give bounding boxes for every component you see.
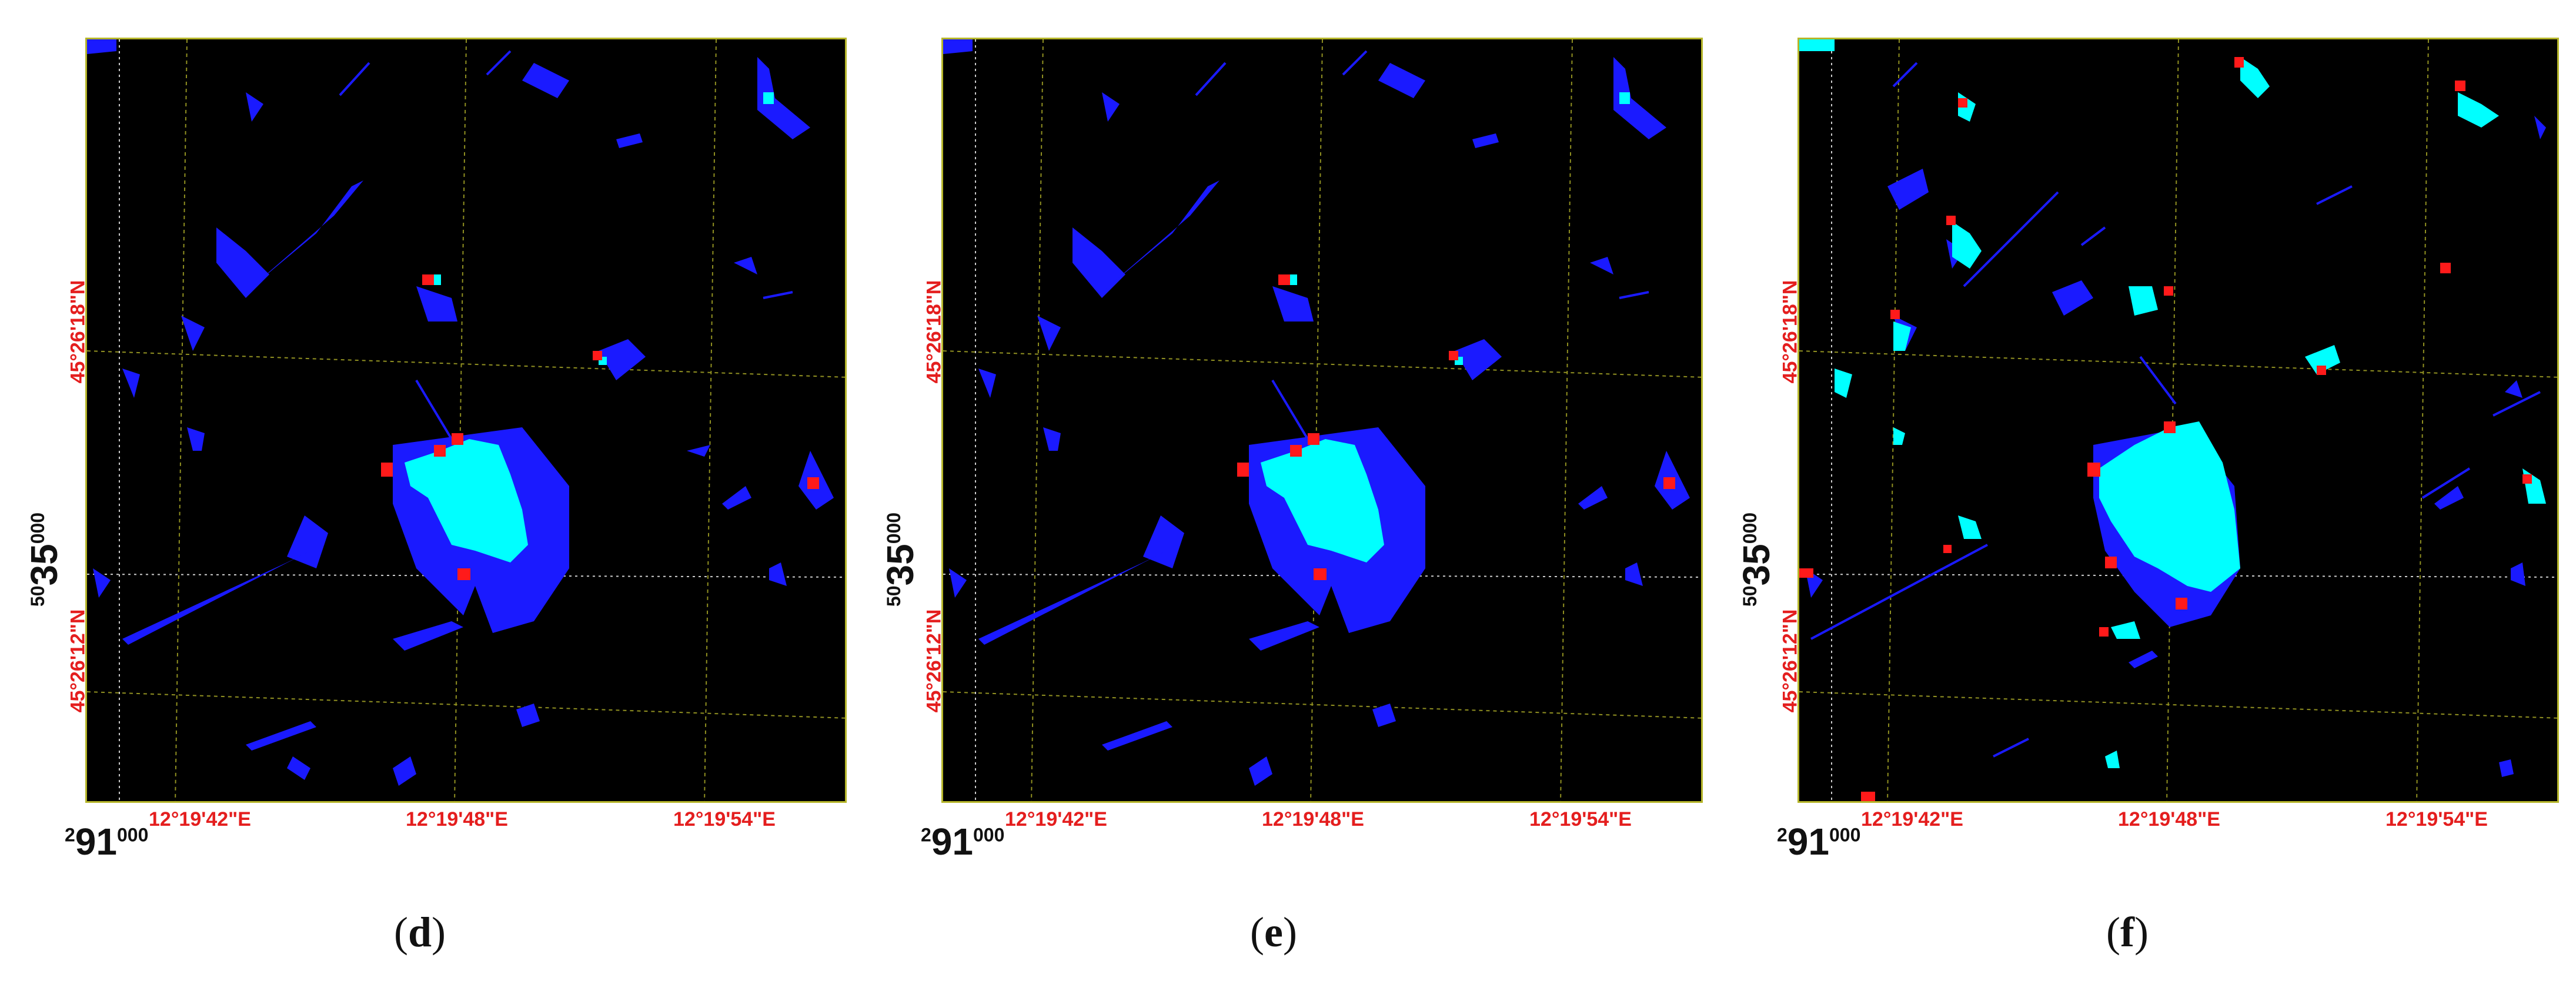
utm-northing-label: 5035000	[23, 512, 66, 607]
map-panel-e: 45°26'18"N 45°26'12"N 5035000 12°19'42"E…	[856, 0, 1709, 988]
map-panel-d: 45°26'18"N 45°26'12"N 5035000 12°19'42"E…	[0, 0, 853, 988]
map-graphic	[943, 39, 1701, 801]
longitude-label-2: 12°19'48"E	[406, 808, 508, 830]
map-graphic	[1799, 39, 2557, 801]
latitude-label-south: 45°26'12"N	[923, 609, 945, 713]
map-canvas	[941, 38, 1703, 803]
utm-easting-label: 291000	[1777, 820, 1861, 863]
panel-caption: (f)	[2106, 909, 2149, 956]
utm-easting-label: 291000	[921, 820, 1005, 863]
latitude-label-north: 45°26'18"N	[1779, 280, 1802, 384]
map-graphic	[87, 39, 845, 801]
longitude-label-3: 12°19'54"E	[673, 808, 776, 830]
utm-northing-label: 5035000	[879, 512, 922, 607]
utm-northing-label: 5035000	[1735, 512, 1778, 607]
longitude-label-1: 12°19'42"E	[149, 808, 251, 830]
longitude-label-1: 12°19'42"E	[1005, 808, 1107, 830]
latitude-label-south: 45°26'12"N	[66, 609, 89, 713]
longitude-label-3: 12°19'54"E	[1529, 808, 1632, 830]
panel-caption: (e)	[1250, 909, 1297, 956]
longitude-label-3: 12°19'54"E	[2385, 808, 2488, 830]
longitude-label-1: 12°19'42"E	[1861, 808, 1963, 830]
latitude-label-north: 45°26'18"N	[66, 280, 89, 384]
panel-caption: (d)	[394, 909, 446, 956]
map-canvas	[85, 38, 847, 803]
utm-easting-label: 291000	[65, 820, 149, 863]
longitude-label-2: 12°19'48"E	[2118, 808, 2220, 830]
map-canvas	[1797, 38, 2559, 803]
latitude-label-north: 45°26'18"N	[923, 280, 945, 384]
map-panel-f: 45°26'18"N 45°26'12"N 5035000 12°19'42"E…	[1712, 0, 2565, 988]
latitude-label-south: 45°26'12"N	[1779, 609, 1802, 713]
longitude-label-2: 12°19'48"E	[1262, 808, 1364, 830]
